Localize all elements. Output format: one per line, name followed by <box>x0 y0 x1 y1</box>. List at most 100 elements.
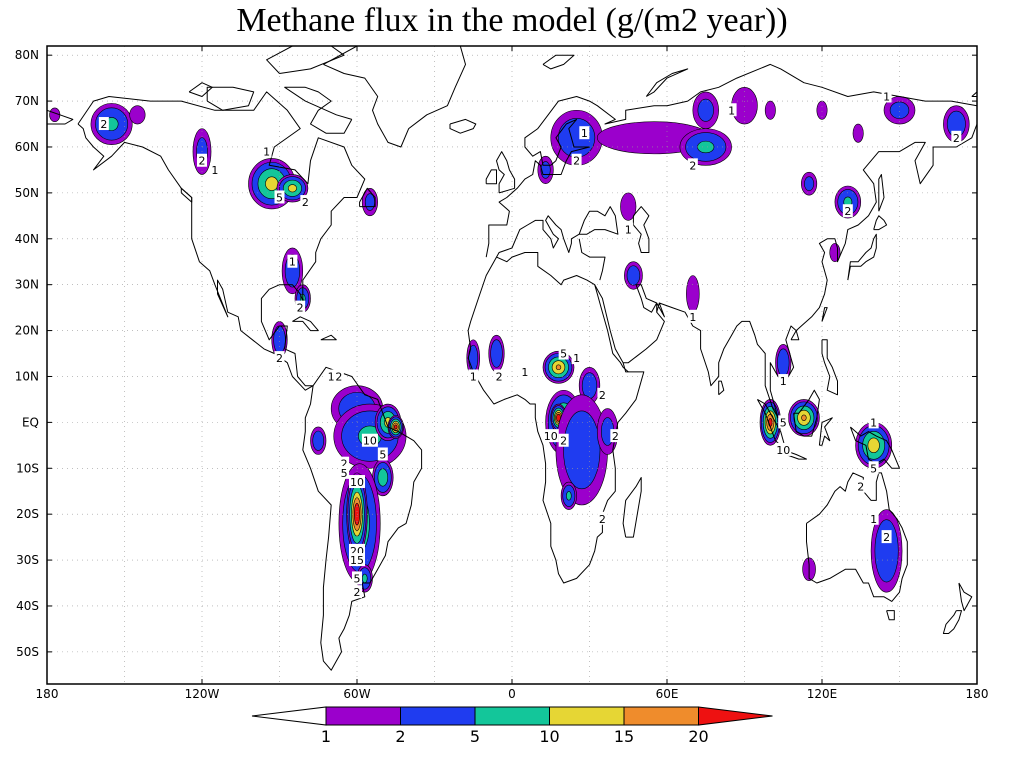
hotspot-indochina <box>775 344 792 382</box>
coastline-japan <box>847 233 877 281</box>
contour-label-text: 5 <box>780 416 787 429</box>
contour-label-box <box>197 153 207 167</box>
contour-label-text: 1 <box>870 513 877 526</box>
contour-band-2 <box>626 265 641 286</box>
contour-label-box <box>775 442 792 456</box>
lat-tick-label: 30S <box>16 553 39 567</box>
lat-tick-label: 10S <box>16 461 39 475</box>
contour-band-1 <box>686 275 700 313</box>
lon-tick-label: 180 <box>966 687 989 701</box>
contour-label: 2 <box>571 153 582 168</box>
lat-tick-label: 30N <box>15 278 39 292</box>
contour-label: 5 <box>339 465 350 480</box>
contour-band-2 <box>777 348 790 377</box>
contour-label: 2 <box>333 369 344 383</box>
contour-band-2 <box>312 430 325 451</box>
coastline-victoria-island <box>206 86 255 111</box>
contour-label-text: 2 <box>599 389 606 402</box>
contour-label-text: 2 <box>953 132 960 145</box>
contour-label-text: 10 <box>363 435 377 448</box>
contour-label-text: 1 <box>728 104 735 117</box>
lat-tick-label: 60N <box>15 140 39 154</box>
lat-tick-label: 10N <box>15 369 39 383</box>
contour-label-box <box>868 461 879 475</box>
contour-label: 5 <box>868 461 879 475</box>
contour-label-box <box>687 309 698 323</box>
contour-label: 2 <box>881 530 892 544</box>
contour-band-10 <box>287 184 297 193</box>
contour-label-box <box>349 553 365 567</box>
contour-label: 10 <box>775 442 792 457</box>
coastline-sri-lanka <box>718 380 725 396</box>
contour-label-text: 1 <box>289 256 296 269</box>
coastline-africa-red-sea-coast <box>594 284 629 373</box>
contour-label: 10 <box>349 475 365 489</box>
contour-label-box <box>855 479 866 493</box>
coastline-black-sea-to-levant <box>578 238 606 281</box>
contour-label-text: 1 <box>870 416 877 429</box>
contour-label-text: 2 <box>857 481 864 494</box>
contour-label: 2 <box>597 511 608 526</box>
contour-label-box <box>842 204 853 218</box>
coastline-south-america <box>302 366 423 671</box>
contour-label-text: 2 <box>302 196 309 209</box>
contour-label: 2 <box>300 195 311 209</box>
contour-label-text: 15 <box>350 554 364 567</box>
hotspot-amazon-core <box>387 415 404 439</box>
contour-band-1 <box>129 105 146 125</box>
contour-band-2 <box>273 325 286 354</box>
contour-label-text: 1 <box>883 90 890 103</box>
hotspot-central-africa <box>555 394 608 506</box>
contour-label-text: 10 <box>544 430 558 443</box>
contour-label: 5 <box>377 447 388 462</box>
contour-label-box <box>361 433 378 447</box>
coastline-british-isles <box>496 151 516 194</box>
contour-label-text: 5 <box>379 449 386 462</box>
contour-label-text: 2 <box>560 435 567 448</box>
lon-tick-label: 180 <box>36 687 59 701</box>
contour-label-box <box>209 162 220 176</box>
contour-label-text: 1 <box>521 366 528 379</box>
coastline-novaya-zemlya <box>645 68 689 97</box>
contour-band-2 <box>874 519 899 583</box>
contour-band-2 <box>468 344 479 372</box>
coastline-hispaniola <box>320 334 337 341</box>
contour-band-2 <box>804 176 815 191</box>
hotspot-siberia-small-1 <box>764 100 776 120</box>
contour-band-2 <box>563 410 601 490</box>
contour-label-box <box>597 387 608 401</box>
contour-band-10 <box>265 176 279 191</box>
contour-label-text: 5 <box>276 191 283 204</box>
colorbar-band <box>474 706 550 726</box>
contour-label-text: 2 <box>689 159 696 172</box>
colorbar-tick-label: 1 <box>321 727 331 746</box>
contour-label-text: 2 <box>297 302 304 315</box>
coastline-hokkaido <box>873 215 888 231</box>
contour-label-box <box>287 254 298 268</box>
contour-label: 1 <box>881 89 892 103</box>
hotspot-kamchatka <box>943 105 970 143</box>
contour-band-2 <box>490 339 503 368</box>
contour-label-text: 1 <box>689 311 696 324</box>
coastline-greenland <box>323 46 466 148</box>
coastline-banks-island <box>188 82 213 97</box>
contour-band-1 <box>852 123 864 143</box>
contour-label-box <box>687 158 698 172</box>
contour-label-text: 2 <box>199 155 206 168</box>
contour-label-box <box>623 222 634 236</box>
contour-label-box <box>274 190 285 204</box>
colorbar-under-triangle <box>251 706 327 726</box>
coastline-svalbard <box>542 54 575 70</box>
contour-label-text: 1 <box>470 370 477 383</box>
coastlines <box>47 46 977 671</box>
hotspot-sumatra <box>759 399 781 446</box>
contour-label-box <box>300 195 311 209</box>
contour-label-box <box>494 369 505 383</box>
contour-label-box <box>610 429 621 443</box>
contour-label-box <box>597 511 608 525</box>
contour-label: 1 <box>326 369 337 383</box>
contour-band-15 <box>555 364 562 371</box>
latitude-axis: 80N 70N 60N 50N 40N 30N 20N 10N EQ 10S 20S 30S 40S 50… <box>15 48 977 659</box>
coastline-new-zealand-north <box>958 582 973 612</box>
